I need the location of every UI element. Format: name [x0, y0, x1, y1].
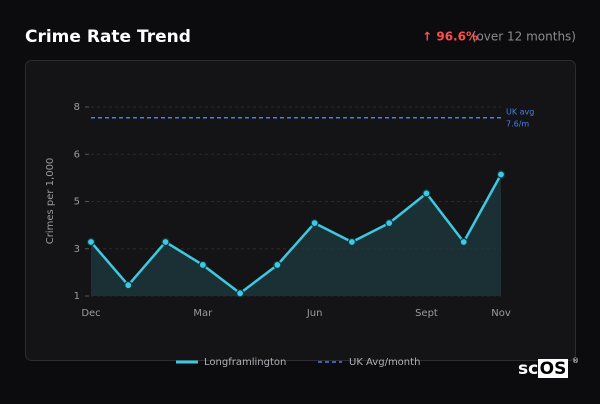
y-tick-label: 1 — [74, 291, 80, 302]
point — [310, 219, 319, 228]
point — [273, 260, 282, 270]
point — [235, 289, 245, 298]
change-note: (over 12 months) — [472, 30, 576, 44]
x-tick-label: Mar — [193, 308, 213, 319]
logo-right: OS — [540, 359, 567, 379]
x-tick-label: Jun — [306, 308, 323, 319]
point — [86, 237, 96, 247]
point — [198, 260, 207, 270]
y-axis-label: Crimes per 1,000 — [45, 158, 56, 245]
point — [496, 170, 506, 179]
y-tick-label: 5 — [74, 197, 80, 208]
y-tick-label: 6 — [74, 149, 80, 160]
x-tick-label: Sept — [415, 308, 438, 319]
y-tick-label: 8 — [74, 102, 80, 113]
point — [422, 189, 431, 198]
plot: 1 3 5 6 8 Dec Mar Jun Sept Nov UK avg 7.6/m Longfram… — [74, 102, 535, 368]
reference-value-label: 7.6/m — [506, 119, 529, 128]
logo-left: sc — [518, 359, 538, 379]
logo-box — [538, 359, 568, 378]
reference-annotation: UK avg — [506, 107, 534, 116]
legend-label: UK Avg/month — [349, 357, 420, 368]
x-tick-label: Nov — [491, 308, 511, 319]
logo-mark: ® — [572, 357, 579, 365]
y-tick-label: 3 — [74, 244, 80, 255]
point — [124, 281, 133, 290]
change-value: ↑ 96.6% — [422, 30, 478, 44]
point — [459, 237, 468, 247]
line — [90, 173, 503, 295]
x-tick-label: Dec — [81, 308, 100, 319]
point — [385, 219, 394, 228]
legend-label: Longframlington — [204, 357, 286, 368]
area — [91, 174, 501, 296]
point — [161, 237, 170, 247]
chart-title: Crime Rate Trend — [25, 27, 191, 47]
point — [347, 237, 357, 247]
